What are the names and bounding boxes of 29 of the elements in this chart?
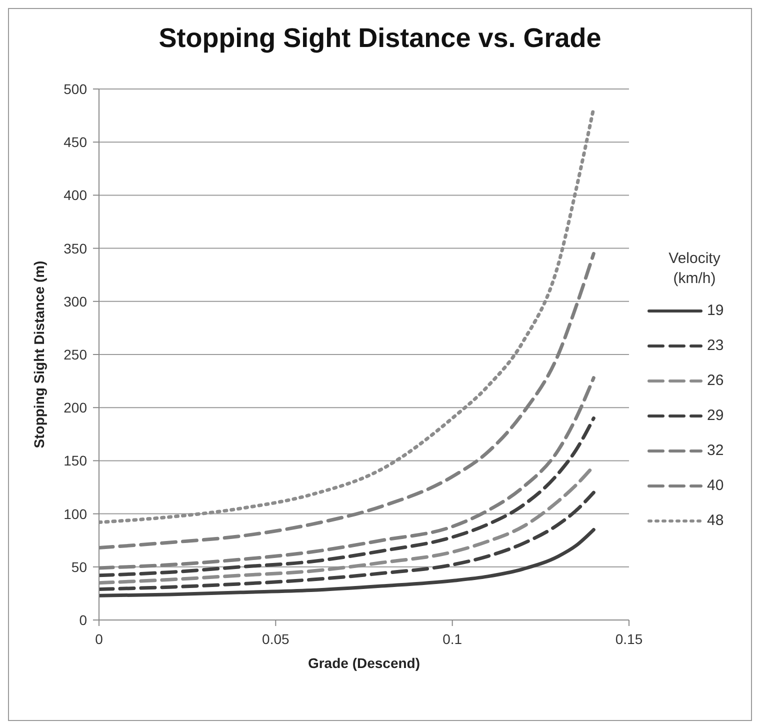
- legend-label: 40: [707, 477, 724, 494]
- x-tick-label: 0.1: [442, 630, 462, 647]
- y-tick-label: 100: [64, 506, 88, 522]
- y-tick-label: 350: [64, 240, 88, 256]
- x-tick-label: 0: [95, 630, 104, 647]
- legend-label: 29: [707, 407, 724, 424]
- chart-title: Stopping Sight Distance vs. Grade: [158, 23, 602, 54]
- y-tick-label: 300: [64, 293, 88, 310]
- y-tick-label: 200: [64, 400, 88, 416]
- legend-label: 19: [707, 302, 724, 319]
- legend-label: 26: [707, 372, 724, 389]
- y-tick-label: 50: [71, 558, 88, 575]
- y-tick-label: 250: [64, 346, 88, 362]
- legend-label: 48: [707, 512, 724, 529]
- legend-label: 32: [707, 442, 724, 459]
- line-series: [99, 528, 596, 598]
- x-tick-label: 0.05: [262, 630, 290, 647]
- y-tick-label: 500: [64, 80, 88, 97]
- line-series: [99, 416, 596, 578]
- legend-label: 23: [707, 337, 724, 354]
- y-tick-label: 450: [64, 134, 88, 150]
- y-axis-title: Stopping Sight Distance (m): [30, 260, 47, 448]
- legend-title: Velocity (km/h): [668, 249, 722, 289]
- x-axis-title: Grade (Descend): [308, 655, 420, 671]
- y-tick-label: 400: [64, 187, 88, 204]
- x-tick-label: 0.15: [615, 630, 643, 647]
- y-tick-label: 150: [64, 452, 88, 469]
- line-series: [99, 490, 596, 591]
- y-tick-label: 0: [79, 612, 88, 628]
